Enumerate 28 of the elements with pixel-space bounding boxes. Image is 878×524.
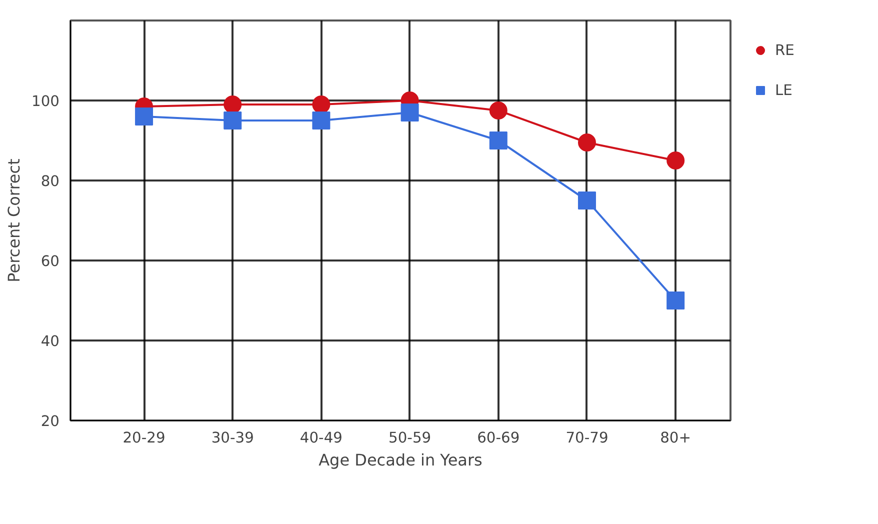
- point: [489, 102, 508, 120]
- point: [224, 96, 242, 114]
- x-axis-title: Age Decade in Years: [318, 450, 482, 470]
- point: [224, 112, 242, 130]
- y-tick-label: 100: [32, 93, 60, 110]
- y-axis-title: Percent Correct: [4, 158, 24, 282]
- point: [312, 96, 330, 114]
- x-tick-label: 50-59: [388, 430, 432, 446]
- point: [135, 108, 154, 126]
- point: [578, 192, 596, 210]
- point: [578, 134, 596, 152]
- point: [400, 104, 419, 122]
- point: [666, 152, 685, 170]
- x-tick-label: 60-69: [477, 430, 520, 446]
- x-tick-label: 30-39: [211, 430, 254, 446]
- legend-label: LE: [775, 82, 794, 98]
- y-tick-label: 80: [40, 173, 60, 190]
- x-tick-label: 40-49: [300, 430, 343, 446]
- x-tick-label: 20-29: [122, 430, 166, 446]
- point: [489, 132, 508, 150]
- point: [666, 292, 685, 310]
- x-tick-label: 70-79: [566, 430, 608, 446]
- legend-label: RE: [775, 42, 795, 58]
- point: [312, 112, 330, 130]
- y-tick-label: 40: [40, 333, 60, 350]
- x-tick-label: 80+: [660, 430, 692, 446]
- y-tick-label: 20: [40, 413, 60, 430]
- y-tick-label: 60: [40, 253, 60, 270]
